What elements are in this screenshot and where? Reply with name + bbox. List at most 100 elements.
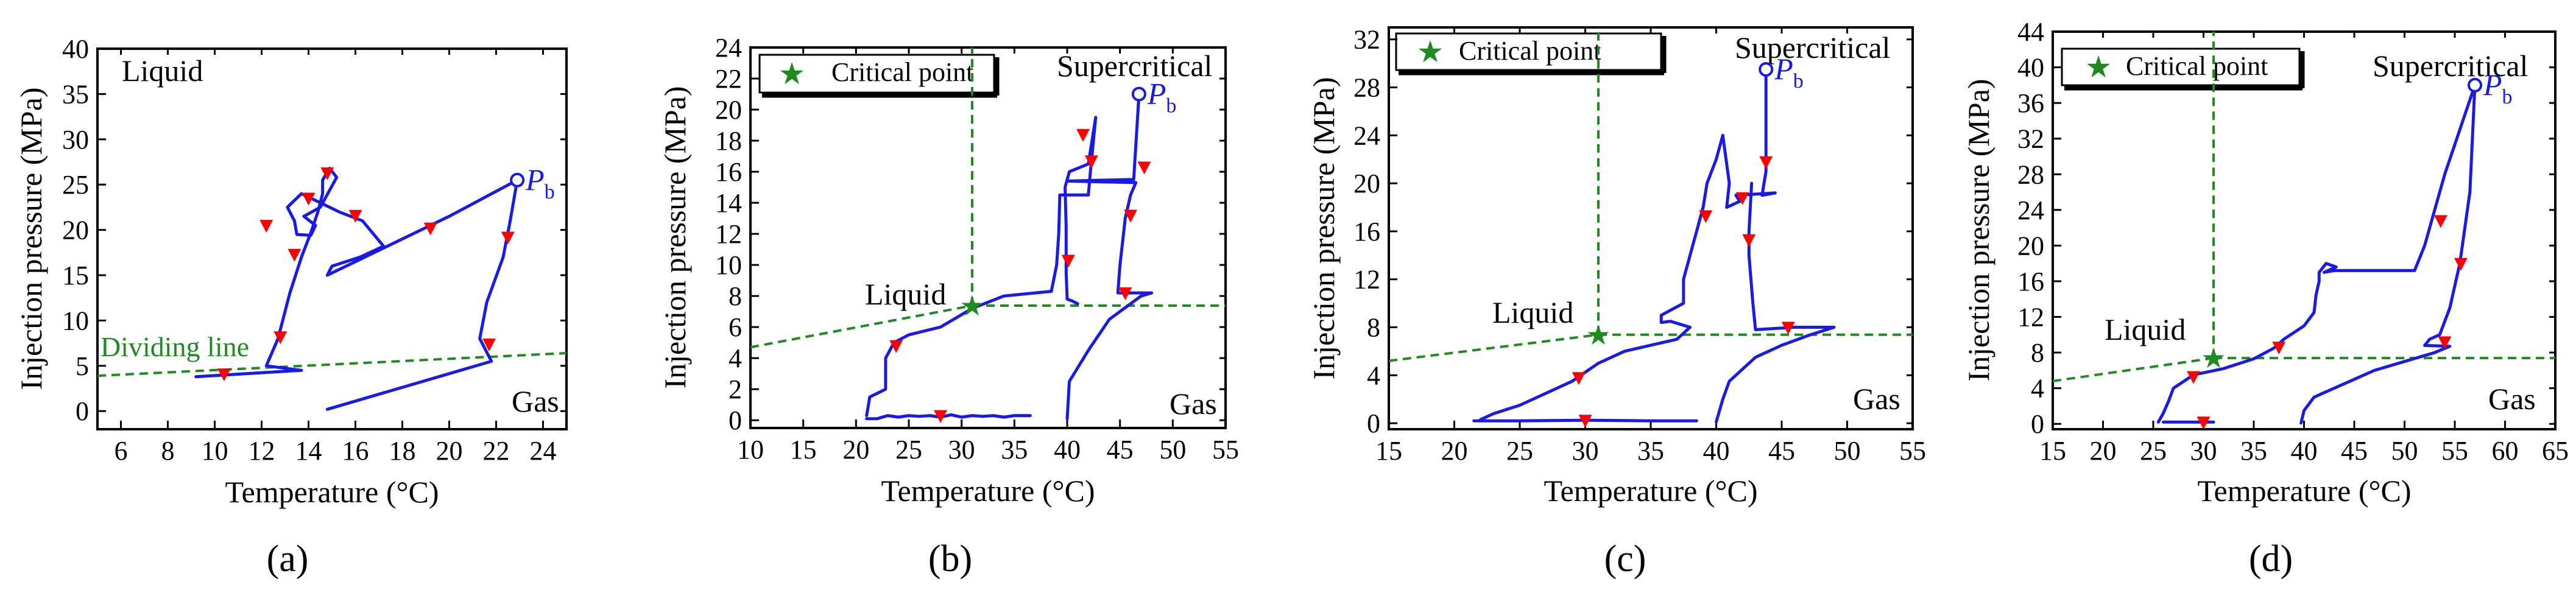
plot-content-d	[2053, 32, 2555, 429]
series-path-d-1	[2156, 83, 2477, 424]
y-tick-label-d: 8	[2031, 338, 2044, 368]
x-tick-label-d: 30	[2190, 436, 2217, 466]
x-tick-label-d: 60	[2492, 436, 2519, 466]
y-tick-label-c: 24	[1353, 121, 1380, 150]
y-tick-label-a: 40	[62, 34, 89, 64]
supercritical-label-d: Supercritical	[2373, 49, 2528, 83]
y-tick-label-a: 30	[62, 125, 89, 155]
legend-b: ★ Critical point	[758, 54, 1000, 98]
x-tick-label-c: 15	[1375, 436, 1402, 466]
direction-arrow-a	[482, 339, 496, 352]
xlabel-d: Temperature (°C)	[2197, 474, 2411, 508]
y-tick-label-b: 2	[729, 374, 742, 404]
series-path-c-1	[1479, 68, 1777, 421]
xlabel-b: Temperature (°C)	[881, 474, 1095, 508]
panel-a: Injection pressure (MPa) Temperature (°C…	[14, 34, 568, 580]
liquid-label-a: Liquid	[122, 54, 203, 88]
endpoint-marker-c	[1759, 61, 1774, 77]
y-tick-label-d: 44	[2017, 17, 2044, 47]
series-path-b-1	[865, 116, 1098, 418]
ylabel-d: Injection pressure (MPa)	[1961, 79, 1996, 381]
liquid-label-b: Liquid	[865, 277, 946, 311]
plot-content-c	[1389, 27, 1913, 428]
y-tick-label-a: 35	[62, 79, 89, 109]
x-tick-label-c: 55	[1899, 436, 1926, 466]
legend-c: ★ Critical point	[1395, 32, 1667, 75]
y-tick-label-c: 28	[1353, 73, 1380, 103]
plot-area-b: 10 15 20 25 30 35 40 45 50 5502468101214161820222…	[715, 33, 1239, 465]
x-tick-label-b: 40	[1054, 435, 1081, 465]
y-tick-label-a: 0	[76, 396, 89, 426]
x-tick-label-a: 20	[436, 436, 463, 466]
x-tick-label-a: 12	[249, 436, 275, 466]
y-tick-label-b: 0	[729, 405, 742, 435]
direction-arrow-d	[2433, 215, 2447, 228]
x-tick-label-d: 55	[2441, 436, 2468, 466]
direction-arrow-a	[217, 368, 231, 382]
boundary-line-b	[750, 304, 973, 349]
ylabel-b: Injection pressure (MPa)	[658, 86, 692, 388]
supercritical-label-b: Supercritical	[1057, 49, 1212, 83]
y-tick-label-b: 10	[715, 250, 742, 280]
x-tick-label-d: 35	[2240, 436, 2267, 466]
endpoint-marker-b	[1131, 86, 1146, 102]
y-tick-label-d: 40	[2017, 53, 2044, 83]
critical-point-marker-c: ★	[1586, 320, 1611, 351]
endpoint-marker-a	[510, 172, 525, 188]
legend-star-icon-d: ★	[2085, 50, 2112, 84]
plot-frame-a	[96, 47, 568, 430]
direction-arrow-c	[1699, 210, 1713, 223]
y-tick-label-d: 32	[2017, 124, 2044, 154]
y-tick-label-d: 16	[2017, 267, 2044, 296]
legend-star-icon-c: ★	[1417, 35, 1444, 69]
direction-arrow-a	[423, 222, 437, 236]
plot-frame-c	[1388, 26, 1914, 430]
direction-arrow-c	[1759, 156, 1773, 169]
y-tick-label-b: 18	[715, 126, 742, 156]
direction-arrow-c	[1572, 372, 1586, 385]
boundary-line-c	[1389, 333, 1599, 362]
legend-box-b	[758, 54, 995, 94]
panel-label-b: (b)	[928, 538, 972, 580]
direction-arrow-a	[259, 220, 273, 233]
direction-arrow-a	[501, 231, 515, 245]
y-tick-label-a: 15	[62, 261, 89, 290]
liquid-label-c: Liquid	[1492, 295, 1573, 329]
critical-point-marker-d: ★	[2201, 343, 2226, 374]
plot-content-b	[750, 47, 1226, 423]
x-tick-label-d: 25	[2140, 436, 2167, 466]
direction-arrow-c	[1578, 415, 1592, 428]
y-tick-label-b: 8	[729, 281, 742, 311]
direction-arrow-b	[889, 340, 903, 353]
legend-label-b: Critical point	[831, 57, 973, 87]
legend-box-c	[1395, 32, 1662, 71]
x-tick-label-c: 30	[1572, 436, 1599, 466]
y-tick-label-a: 5	[76, 351, 89, 381]
y-tick-label-a: 25	[62, 170, 89, 200]
x-tick-label-a: 16	[342, 436, 369, 466]
series-path-a-1	[194, 166, 519, 411]
direction-arrow-c	[1742, 234, 1756, 247]
dividing-line-label-a: Dividing line	[101, 331, 249, 362]
gas-label-d: Gas	[2488, 382, 2536, 416]
x-tick-label-b: 50	[1159, 435, 1186, 465]
gas-label-b: Gas	[1170, 387, 1217, 421]
gas-label-c: Gas	[1853, 382, 1900, 416]
direction-arrow-d	[2187, 371, 2200, 384]
x-tick-label-a: 24	[530, 436, 557, 466]
direction-arrow-a	[348, 209, 362, 223]
xlabel-c: Temperature (°C)	[1544, 474, 1757, 508]
x-tick-label-b: 30	[948, 435, 975, 465]
y-tick-label-b: 24	[715, 33, 742, 63]
y-tick-label-b: 14	[715, 188, 742, 218]
direction-arrow-c	[1735, 192, 1749, 205]
supercritical-label-c: Supercritical	[1735, 30, 1890, 65]
x-tick-label-a: 18	[389, 436, 416, 466]
legend-box-d	[2061, 47, 2301, 86]
x-tick-label-c: 35	[1637, 436, 1664, 466]
y-tick-label-c: 32	[1353, 25, 1380, 55]
direction-arrow-d	[2454, 258, 2468, 271]
y-tick-label-b: 12	[715, 219, 742, 249]
x-tick-label-b: 10	[737, 435, 764, 465]
